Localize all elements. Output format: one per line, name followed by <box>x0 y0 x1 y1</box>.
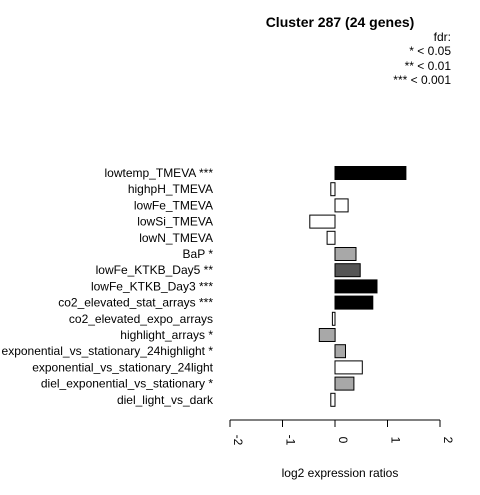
x-axis: -2 -1 0 1 2 <box>229 419 455 446</box>
category-label: diel_exponential_vs_stationary * <box>41 377 213 391</box>
category-label: highlight_arrays * <box>120 328 213 342</box>
category-label: lowFe_KTKB_Day3 *** <box>91 279 213 293</box>
legend-entry-1: * < 0.05 <box>409 44 451 58</box>
category-label: co2_elevated_expo_arrays <box>69 312 213 326</box>
category-label: highpH_TMEVA <box>128 182 213 196</box>
category-label: exponential_vs_stationary_24light <box>32 360 213 374</box>
category-label: lowSi_TMEVA <box>137 215 213 229</box>
category-label: exponential_vs_stationary_24highlight * <box>2 344 214 358</box>
category-label: lowtemp_TMEVA *** <box>105 166 214 180</box>
legend-entry-3: *** < 0.001 <box>393 73 451 87</box>
x-tick-label: 1 <box>389 437 403 444</box>
bar-8 <box>334 295 374 310</box>
category-label: diel_light_vs_dark <box>117 393 214 407</box>
bar-10 <box>318 328 336 342</box>
bars <box>309 166 407 407</box>
category-label: co2_elevated_stat_arrays *** <box>58 296 213 310</box>
category-label: lowFe_TMEVA <box>134 198 213 212</box>
legend: fdr: * < 0.05 ** < 0.01 *** < 0.001 <box>393 30 451 87</box>
bar-14 <box>330 392 336 407</box>
bar-2 <box>334 198 349 213</box>
x-tick-label: -1 <box>284 435 298 446</box>
bar-6 <box>334 263 361 278</box>
category-label: BaP * <box>183 247 214 261</box>
bar-5 <box>334 247 357 261</box>
bar-9 <box>331 311 336 326</box>
legend-entry-2: ** < 0.01 <box>405 59 452 73</box>
bar-0 <box>334 166 407 180</box>
bar-3 <box>309 214 336 229</box>
bar-11 <box>334 344 346 359</box>
x-tick-label: 2 <box>441 437 455 444</box>
bar-4 <box>326 230 336 245</box>
x-axis-label: log2 expression ratios <box>282 466 399 480</box>
bar-13 <box>334 376 355 391</box>
category-label: lowN_TMEVA <box>139 231 213 245</box>
x-tick-label: -2 <box>231 435 245 446</box>
bar-7 <box>334 279 378 294</box>
bar-12 <box>334 360 363 375</box>
bar-1 <box>330 182 336 197</box>
category-labels: lowtemp_TMEVA *** highpH_TMEVA lowFe_TMEVA… <box>2 166 214 407</box>
category-label: lowFe_KTKB_Day5 ** <box>96 263 214 277</box>
chart-title: Cluster 287 (24 genes) <box>266 14 415 30</box>
legend-title: fdr: <box>434 30 451 44</box>
x-tick-label: 0 <box>336 437 350 444</box>
